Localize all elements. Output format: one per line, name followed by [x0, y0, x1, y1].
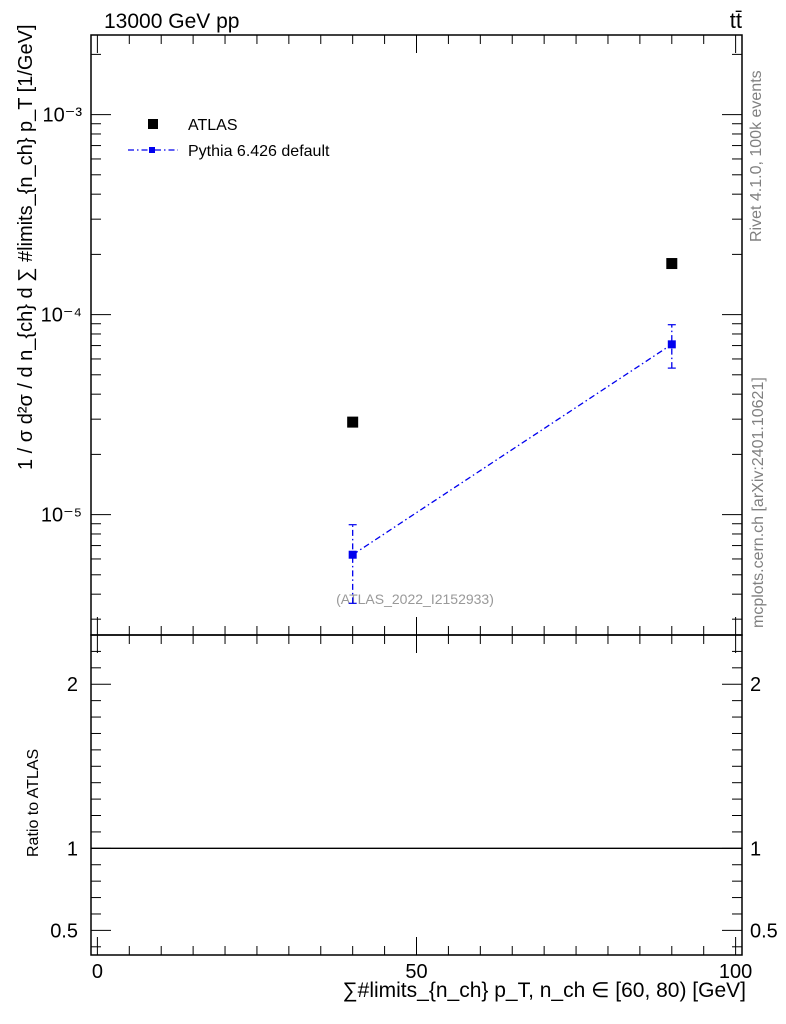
x-tick-label: 100	[719, 961, 752, 983]
legend: ATLAS Pythia 6.426 default	[128, 117, 330, 160]
x-axis-label: ∑#limits_{n_ch} p_T, n_ch ∈ [60, 80) [Ge…	[343, 979, 746, 1002]
ratio-y-tick-label: 0.5	[50, 920, 78, 942]
axis-ticks	[91, 35, 742, 955]
atlas-point	[666, 258, 678, 270]
process-label: tt̄	[730, 8, 742, 33]
source-label: mcplots.cern.ch [arXiv:2401.10621]	[750, 377, 767, 628]
y-tick-label: 10⁻³	[43, 105, 83, 127]
analysis-id-label: (ATLAS_2022_I2152933)	[336, 591, 494, 607]
pythia-point	[348, 550, 357, 559]
ratio-y-tick-label-right: 1	[750, 838, 761, 860]
atlas-point	[347, 416, 359, 428]
main-y-label-text: 1 / σ d²σ / d n_{ch} d ∑ #limits_{n_ch} …	[15, 25, 37, 471]
rivet-version-label: Rivet 4.1.0, 100k events	[748, 70, 765, 242]
legend-label-pythia: Pythia 6.426 default	[188, 143, 330, 160]
x-tick-label: 50	[405, 961, 427, 983]
ratio-y-tick-label-right: 0.5	[750, 920, 778, 942]
ratio-y-axis-label: Ratio to ATLAS	[25, 749, 42, 857]
legend-marker-pythia	[149, 147, 155, 153]
energy-label: 13000 GeV pp	[104, 10, 239, 33]
ratio-panel-frame	[90, 634, 743, 956]
pythia-series-line	[352, 343, 673, 556]
y-tick-labels: 0 50 100 10⁻⁵ 10⁻⁴ 10⁻³ 0.5 0.5 1 1 2 2	[41, 105, 778, 983]
ratio-y-tick-label-right: 2	[750, 674, 761, 696]
main-y-axis-label: 1 / σ d²σ / d n_{ch} d ∑ #limits_{n_ch} …	[15, 25, 37, 471]
y-tick-label: 10⁻⁵	[41, 505, 82, 527]
y-tick-label: 10⁻⁴	[41, 305, 82, 327]
ratio-y-tick-label: 1	[67, 838, 78, 860]
legend-label-atlas: ATLAS	[188, 117, 238, 134]
x-tick-label: 0	[92, 961, 103, 983]
pythia-point	[667, 340, 676, 349]
legend-marker-atlas	[148, 119, 158, 129]
ratio-y-tick-label: 2	[67, 674, 78, 696]
series-layer	[347, 258, 678, 604]
